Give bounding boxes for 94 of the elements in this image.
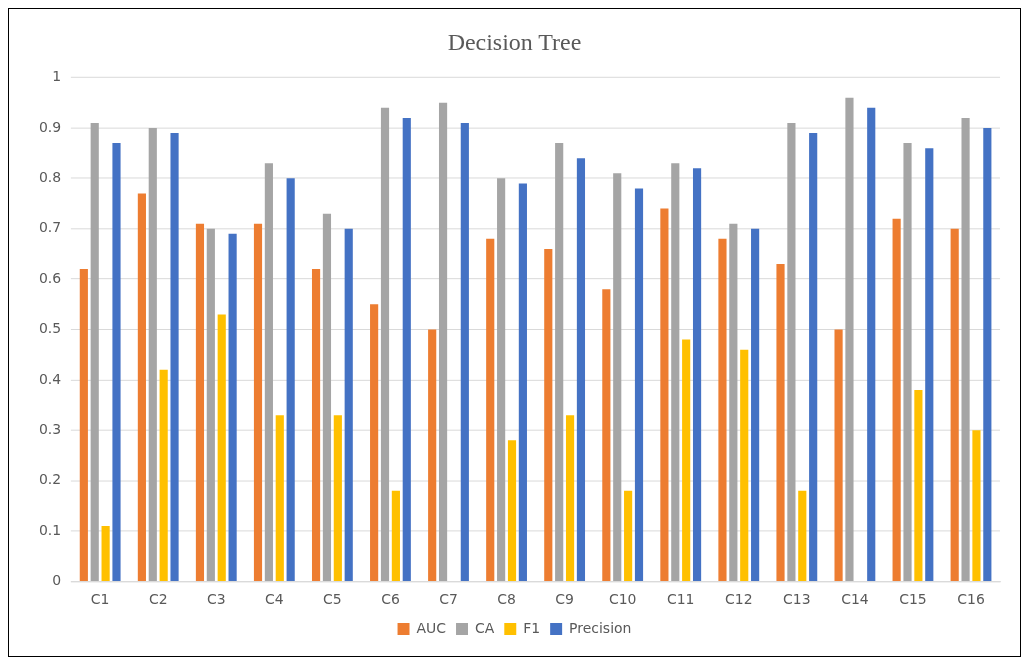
x-tick-label: C3	[206, 591, 226, 608]
legend-label: AUC	[416, 619, 447, 636]
y-tick-label: 0.7	[38, 219, 62, 236]
bar	[613, 173, 622, 581]
bar	[275, 415, 284, 581]
bar	[428, 329, 437, 581]
bar	[751, 228, 760, 581]
x-tick-label: C5	[323, 591, 342, 608]
bar	[834, 329, 843, 581]
bar	[148, 127, 157, 581]
x-tick-label: C7	[439, 591, 458, 608]
bar	[90, 122, 99, 581]
x-tick-label: C12	[725, 591, 753, 608]
bar	[79, 269, 88, 581]
bar	[718, 238, 727, 581]
y-tick-label: 0.9	[38, 118, 62, 135]
y-tick-label: 1	[52, 68, 62, 85]
bar	[671, 163, 680, 581]
bar	[845, 97, 854, 581]
y-tick-label: 0	[52, 572, 62, 589]
bar	[206, 228, 215, 581]
x-tick-label: C16	[957, 591, 985, 608]
bar	[333, 415, 342, 581]
legend-label: CA	[474, 619, 495, 636]
bar	[438, 102, 448, 581]
bar	[776, 264, 785, 581]
bar	[809, 133, 818, 581]
bar	[217, 314, 226, 581]
y-tick-label: 0.3	[38, 420, 62, 437]
y-tick-label: 0.5	[38, 320, 62, 337]
bar	[798, 490, 807, 581]
bar	[286, 178, 295, 581]
x-tick-label: C14	[841, 591, 869, 608]
bar	[544, 248, 553, 581]
bar	[228, 233, 237, 581]
x-tick-label: C10	[608, 591, 637, 608]
bar	[507, 440, 517, 581]
bar	[402, 117, 411, 581]
y-tick-label: 0.8	[38, 168, 62, 185]
bar	[370, 304, 379, 581]
bar	[159, 369, 168, 581]
bar	[660, 208, 669, 581]
bar	[692, 168, 702, 581]
bar	[518, 183, 527, 581]
bar	[101, 526, 110, 581]
bar	[311, 269, 321, 581]
x-tick-label: C15	[899, 591, 927, 608]
bar	[892, 218, 901, 581]
bar	[914, 389, 923, 581]
x-tick-label: C9	[555, 591, 574, 608]
bar	[787, 122, 796, 581]
x-tick-label: C2	[148, 591, 168, 608]
bar	[972, 430, 981, 581]
bar	[624, 490, 633, 581]
bar	[682, 339, 691, 581]
y-tick-label: 0.2	[38, 471, 62, 488]
bar	[344, 228, 353, 581]
bar	[925, 148, 934, 581]
x-tick-label: C4	[265, 591, 284, 608]
bar	[983, 127, 992, 581]
bar	[497, 178, 506, 581]
bar	[486, 238, 495, 581]
y-tick-label: 0.4	[38, 370, 62, 387]
bar	[565, 415, 575, 581]
legend-label: F1	[523, 619, 541, 636]
bar	[322, 213, 332, 581]
x-tick-label: C8	[497, 591, 516, 608]
chart-title: Decision Tree	[447, 28, 582, 55]
bar	[740, 349, 749, 581]
bar	[602, 289, 611, 581]
y-tick-label: 0.6	[38, 269, 62, 286]
x-tick-label: C11	[666, 591, 695, 608]
x-tick-label: C6	[381, 591, 400, 608]
x-tick-label: C1	[90, 591, 110, 608]
bar	[264, 163, 273, 581]
bar	[253, 223, 263, 581]
legend-label: Precision	[569, 619, 632, 636]
x-tick-label: C13	[783, 591, 811, 608]
bar	[137, 193, 146, 581]
bar	[460, 122, 469, 581]
bar	[391, 490, 400, 581]
bar	[112, 143, 121, 581]
bar	[903, 143, 912, 581]
bar	[961, 117, 970, 581]
bar	[195, 223, 205, 581]
bar	[555, 143, 564, 581]
bar	[634, 188, 644, 581]
bar	[380, 107, 390, 581]
bar	[729, 223, 738, 581]
bar	[170, 133, 179, 581]
bar	[867, 107, 876, 581]
bar	[950, 228, 959, 581]
y-tick-label: 0.1	[38, 521, 62, 538]
bar	[576, 158, 586, 581]
